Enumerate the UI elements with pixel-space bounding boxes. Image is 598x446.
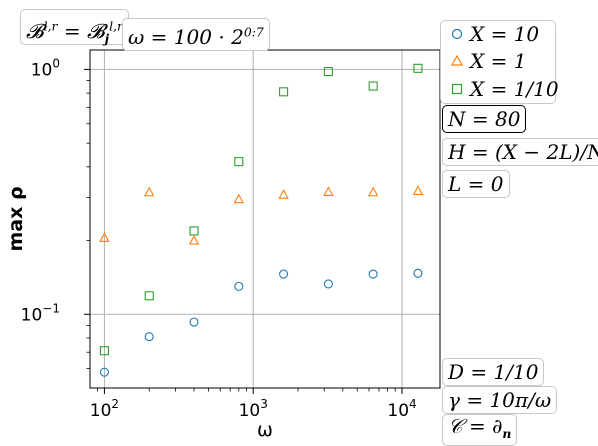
legend-label: X = 10 bbox=[470, 22, 540, 46]
d-annotation: D = 1/10 bbox=[442, 358, 545, 386]
marker-square bbox=[413, 63, 423, 73]
marker-square bbox=[323, 66, 333, 77]
boundary-condition-annotation: 𝓑l,r = 𝓑jl,r bbox=[20, 9, 129, 46]
x-tick-label: 104 bbox=[387, 397, 416, 421]
n-text: N = 80 bbox=[448, 107, 521, 131]
marker-triangle bbox=[188, 234, 200, 245]
marker-circle bbox=[368, 269, 378, 279]
marker-triangle bbox=[143, 186, 155, 197]
marker-triangle bbox=[99, 232, 110, 242]
n-annotation: N = 80 bbox=[442, 105, 527, 133]
h-annotation: H = (X − 2L)/N bbox=[442, 138, 598, 166]
marker-circle bbox=[189, 317, 199, 327]
marker-square bbox=[368, 81, 378, 91]
grid-lines bbox=[90, 50, 440, 388]
marker-circle bbox=[144, 332, 154, 342]
x-tick-label: 102 bbox=[90, 397, 119, 421]
marker-circle bbox=[413, 268, 423, 278]
triangle-marker-icon bbox=[450, 54, 464, 66]
marker-circle bbox=[234, 281, 244, 291]
marker-square bbox=[279, 87, 289, 97]
x-axis-label: ω bbox=[257, 419, 273, 441]
legend: X = 10 X = 1 X = 1/10 bbox=[440, 20, 559, 104]
square-marker-icon bbox=[451, 83, 463, 95]
boundary-condition-text: 𝓑l,r = 𝓑jl,r bbox=[26, 18, 123, 46]
l-annotation: L = 0 bbox=[442, 170, 510, 198]
marker-triangle bbox=[233, 193, 245, 204]
marker-square bbox=[234, 157, 244, 167]
marker-circle bbox=[323, 279, 333, 289]
omega-text: ω = 100 · 20:7 bbox=[128, 24, 264, 49]
marker-square bbox=[189, 226, 199, 236]
marker-square bbox=[99, 346, 109, 356]
x-tick-label: 103 bbox=[239, 397, 268, 421]
marker-circle bbox=[99, 367, 109, 377]
legend-item-x-10: X = 10 bbox=[445, 22, 553, 46]
marker-triangle bbox=[367, 186, 379, 197]
marker-triangle bbox=[412, 185, 424, 195]
legend-label: X = 1/10 bbox=[470, 77, 559, 101]
axis-ticks: 102 103 104 10−1 100 bbox=[21, 56, 417, 421]
marker-circle bbox=[279, 269, 289, 279]
omega-annotation: ω = 100 · 20:7 bbox=[122, 18, 270, 51]
marker-triangle bbox=[278, 188, 289, 199]
h-text: H = (X − 2L)/N bbox=[448, 140, 598, 164]
legend-item-x-1: X = 1 bbox=[445, 49, 553, 73]
marker-triangle bbox=[323, 186, 334, 196]
plot-frame bbox=[89, 49, 441, 389]
legend-item-x-1-10: X = 1/10 bbox=[445, 77, 559, 101]
circle-marker-icon bbox=[451, 28, 463, 40]
marker-square bbox=[144, 291, 154, 301]
data-markers bbox=[99, 63, 424, 377]
c-text: 𝒞 = ∂n bbox=[448, 414, 512, 441]
c-annotation: 𝒞 = ∂n bbox=[442, 414, 518, 446]
l-text: L = 0 bbox=[448, 172, 504, 196]
gamma-text: γ = 10π/ω bbox=[448, 388, 552, 412]
d-text: D = 1/10 bbox=[448, 360, 539, 384]
gamma-annotation: γ = 10π/ω bbox=[442, 386, 558, 414]
y-axis-label: max ρ bbox=[5, 186, 27, 251]
legend-label: X = 1 bbox=[470, 49, 527, 73]
y-tick-label: 10−1 bbox=[21, 301, 60, 325]
y-tick-label: 100 bbox=[31, 56, 60, 80]
